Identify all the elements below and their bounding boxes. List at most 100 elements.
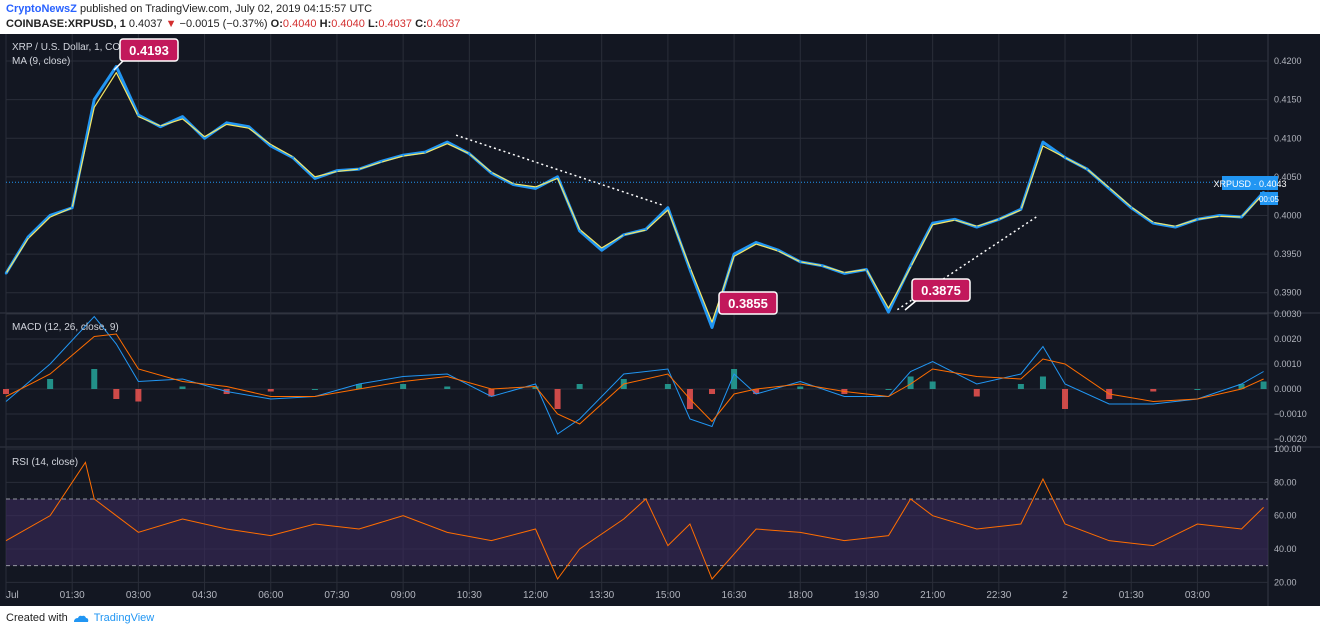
last-price: 0.4037 (128, 18, 163, 30)
high-label: H: (319, 18, 332, 30)
price-point (843, 272, 846, 275)
x-tick-label: 01:30 (1119, 590, 1144, 601)
price-point (247, 125, 250, 128)
x-tick-label: 07:30 (324, 590, 349, 601)
callout-low2-text: 0.3875 (921, 283, 961, 298)
macd-histogram-bar (1150, 389, 1157, 392)
price-point (1152, 221, 1155, 225)
y-tick-label: 0.4050 (1274, 172, 1302, 182)
price-point (754, 241, 758, 244)
price-point (1218, 214, 1221, 217)
macd-histogram-bar (1260, 381, 1267, 389)
y-tick-label: 0.0000 (1274, 384, 1302, 394)
price-point (26, 235, 30, 239)
price-point (777, 249, 780, 252)
publication-line: CryptoNewsZ published on TradingView.com… (6, 3, 372, 15)
chart-svg[interactable]: 0.4200 0.4150 0.4100 0.4050 0.4000 0.3950 0.39… (0, 34, 1320, 606)
callout-high-text: 0.4193 (129, 43, 169, 58)
current-price-text: XRPUSD · 0.4043 (1213, 179, 1286, 189)
price-point (4, 272, 8, 275)
macd-histogram-bar (576, 384, 583, 389)
x-tick-label: 03:00 (1185, 590, 1210, 601)
y-tick-label: 40.00 (1274, 544, 1297, 554)
tradingview-cloud-icon (73, 615, 89, 622)
y-tick-label: 60.00 (1274, 511, 1297, 521)
price-point (909, 264, 912, 267)
y-tick-label: 20.00 (1274, 577, 1297, 587)
x-tick-label: 15:00 (655, 590, 680, 601)
x-tick-label: 06:00 (258, 590, 283, 601)
created-with-text: Created with (6, 612, 68, 624)
price-point (159, 125, 162, 128)
price-point (975, 225, 978, 229)
price-point (446, 140, 449, 144)
price-point (1196, 218, 1199, 221)
macd-histogram-bar (929, 381, 936, 389)
y-tick-label: 80.00 (1274, 477, 1297, 487)
price-point (335, 169, 339, 172)
macd-histogram-bar (885, 389, 892, 390)
macd-series-line (5, 315, 1264, 435)
axis-layer: 0.4200 0.4150 0.4100 0.4050 0.4000 0.3950 0.39… (6, 56, 1307, 601)
price-point (799, 260, 802, 264)
price-point (732, 252, 736, 256)
price-point (997, 218, 1001, 221)
macd-histogram-bar (1238, 384, 1245, 389)
macd-histogram-bar (356, 384, 363, 389)
macd-histogram-bar (267, 389, 274, 392)
price-point (600, 249, 603, 252)
callout-low1-text: 0.3855 (728, 296, 768, 311)
author-link[interactable]: CryptoNewsZ (6, 3, 77, 15)
price-point (622, 233, 625, 236)
price-point (556, 175, 559, 179)
y-tick-label: 0.4150 (1274, 95, 1302, 105)
macd-histogram-bar (179, 386, 186, 389)
price-point (821, 264, 824, 267)
y-tick-label: 0.4000 (1274, 210, 1302, 220)
price-point (578, 229, 581, 233)
price-point (512, 183, 515, 186)
price-point (203, 137, 206, 140)
tradingview-link[interactable]: TradingView (93, 612, 155, 624)
x-tick-label: 03:00 (126, 590, 151, 601)
y-tick-label: 100.00 (1274, 444, 1302, 454)
price-point (1107, 187, 1111, 190)
ma-series-line (5, 72, 1265, 323)
price-pane (4, 64, 1268, 329)
macd-histogram-bar (554, 389, 561, 409)
price-point (269, 144, 272, 148)
x-tick-label: 19:30 (854, 590, 879, 601)
footer: Created with TradingView (6, 612, 154, 624)
macd-histogram-bar (907, 376, 914, 389)
y-tick-label: 0.0020 (1274, 334, 1302, 344)
price-point (865, 268, 868, 271)
trendline-ascending (896, 214, 1039, 311)
price-point (644, 228, 648, 231)
macd-histogram-bar (1017, 384, 1024, 389)
countdown-text: 00:05 (1259, 195, 1280, 204)
close-label: C: (415, 18, 427, 30)
price-point (137, 113, 140, 117)
macd-histogram-bar (532, 386, 539, 389)
price-point (1240, 215, 1243, 219)
y-tick-label: 0.4100 (1274, 133, 1302, 143)
price-series-line (4, 64, 1265, 329)
rsi-series-line (5, 461, 1264, 580)
quote-line: COINBASE:XRPUSD, 1 0.4037 ▼ −0.0015 (−0.… (6, 18, 460, 30)
chart-area[interactable]: 0.4200 0.4150 0.4100 0.4050 0.4000 0.3950 0.39… (0, 34, 1320, 606)
y-tick-label: 0.0030 (1274, 309, 1302, 319)
x-tick-label: 18:00 (788, 590, 813, 601)
price-point (225, 121, 228, 125)
price-point (1063, 156, 1067, 159)
price-pane-title: XRP / U.S. Dollar, 1, COINBASE (12, 42, 157, 53)
macd-label: MACD (12, 26, close, 9) (12, 322, 119, 333)
callout-low1: 0.3855 (718, 291, 778, 315)
high-value: 0.4040 (331, 18, 365, 30)
y-tick-label: −0.0020 (1274, 434, 1307, 444)
open-value: 0.4040 (282, 18, 317, 30)
price-point (931, 221, 934, 225)
price-point (423, 150, 427, 154)
price-point (953, 218, 956, 221)
published-text: published on TradingView.com, July 02, 2… (79, 3, 373, 15)
price-point (181, 115, 184, 118)
